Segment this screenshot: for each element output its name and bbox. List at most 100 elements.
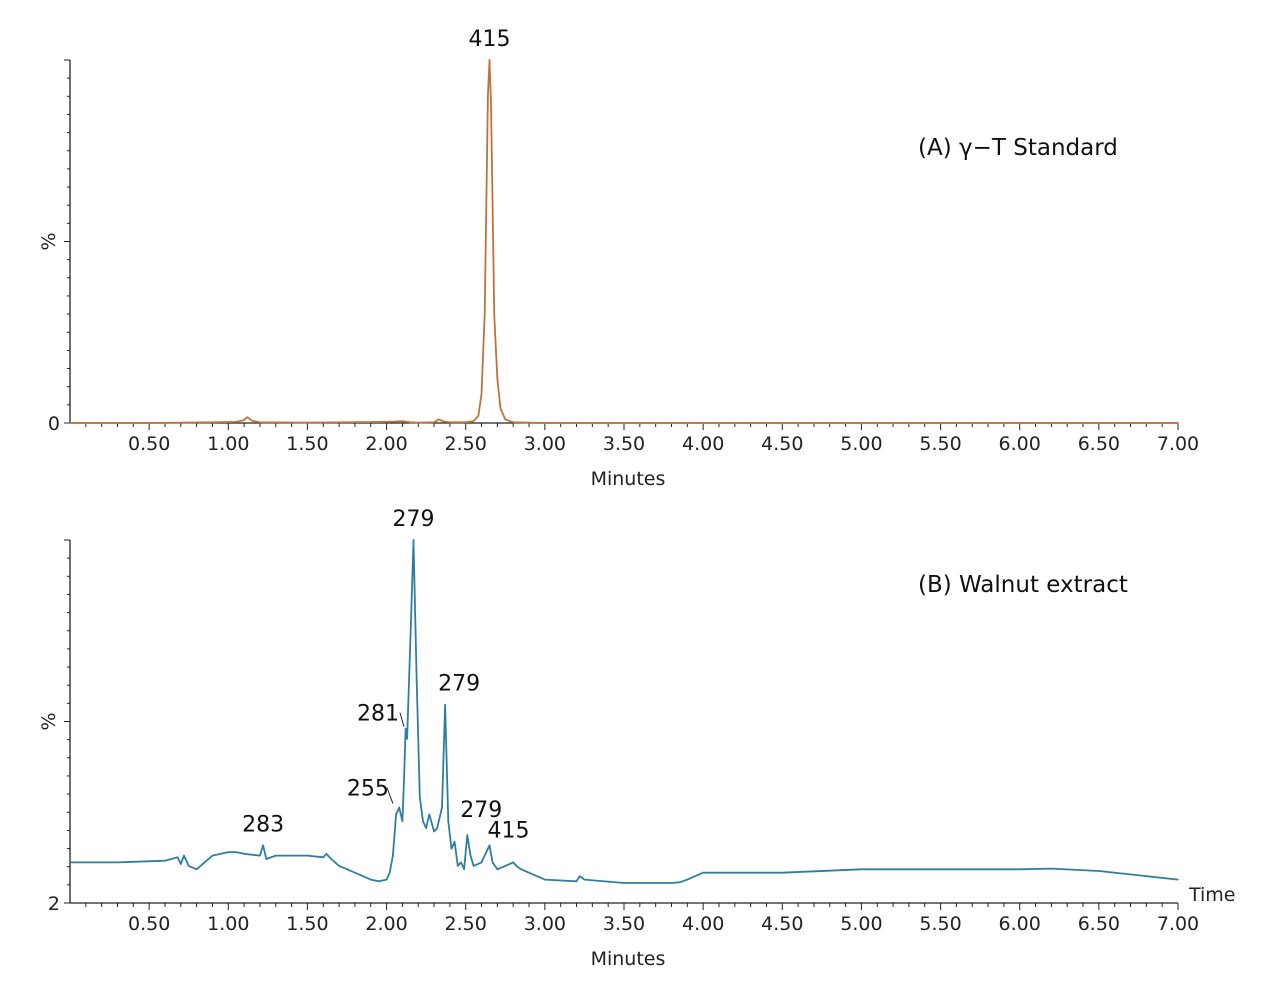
data-point [436,827,438,829]
data-point [428,813,430,816]
data-point [504,418,506,420]
data-point [164,860,166,862]
data-point [370,879,372,881]
data-point [438,418,440,420]
y-tick-label: 0 [48,413,60,435]
series-line [70,539,1179,884]
data-point [177,856,179,858]
x-tick-label: 4.00 [682,913,724,935]
data-point [251,420,253,422]
data-point [579,875,581,877]
data-point [515,865,518,867]
x-tick-label: 4.50 [761,913,803,935]
data-point [512,421,514,423]
data-point [493,313,495,315]
x-tick-label: 7.00 [1157,433,1199,455]
x-tick-label: 6.00 [999,433,1041,455]
y-axis-title: % [38,232,60,250]
data-point [499,407,502,410]
x-tick-label: 1.50 [286,433,328,455]
data-point [1019,422,1021,424]
data-point [490,103,492,105]
x-tick-label: 5.00 [840,433,882,455]
data-point [488,844,491,846]
data-point [262,844,264,846]
data-point [398,806,400,809]
data-point [496,868,498,870]
data-point [702,872,704,874]
data-point [148,422,150,424]
panel-a: 0.50 1.00 1.50 2.00 2.50 3.00 3.50 4.00 4.50 5.00… [38,27,1199,490]
data-point [492,861,494,864]
data-point [583,879,586,881]
data-point [259,421,261,423]
data-point [188,865,190,867]
data-point [227,851,229,853]
data-point [265,858,267,860]
data-point [306,855,308,857]
data-point [196,868,198,870]
data-point [211,855,214,857]
data-point [504,865,506,867]
y-axis-title: % [38,712,60,730]
data-point [463,868,465,870]
data-point [425,827,427,829]
data-point [469,855,472,857]
data-point [243,419,245,421]
x-tick-label: 1.50 [286,913,328,935]
data-point [1019,868,1021,870]
data-point [480,393,483,395]
x-tick-label: 2.00 [365,433,407,455]
data-point [702,422,704,424]
data-point [480,861,483,864]
panel-b: 0.50 1.00 1.50 2.00 2.50 3.00 3.50 4.00 4.50 5.00… [38,507,1236,970]
data-point [485,204,487,206]
data-point [401,820,403,822]
peak-leader [399,712,405,727]
x-tick-label: 0.50 [128,433,170,455]
data-point [465,421,467,423]
data-point [860,422,863,424]
data-point [460,861,462,864]
data-point [243,853,245,855]
data-point [686,879,688,881]
data-point [354,872,356,874]
data-point [116,861,119,864]
x-tick-label: 5.50 [919,913,961,935]
data-point [386,421,388,423]
data-point [444,704,446,706]
data-point [575,880,578,882]
data-point [443,420,445,423]
data-point [409,421,411,423]
data-point [473,865,475,867]
peak-label: 415 [487,818,529,843]
data-point [325,853,327,855]
data-point [1098,870,1100,872]
data-point [450,848,453,850]
data-point [860,868,863,870]
data-point [419,796,421,798]
data-point [670,882,673,884]
data-point [781,872,783,874]
data-point [392,855,394,857]
y-tick-label: 2 [48,893,60,915]
data-point [386,879,388,881]
data-point [496,378,498,380]
panel-title: (B) Walnut extract [918,572,1128,598]
data-point [422,820,424,822]
x-tick-label: 6.50 [1078,913,1120,935]
data-point [433,830,435,833]
peak-label: 281 [357,702,399,727]
x-axis-time-label: Time [1188,884,1236,906]
peak-leader [386,787,394,804]
data-point [322,856,324,858]
data-point [180,863,182,865]
data-point [235,851,237,853]
data-point [447,820,449,822]
data-point [389,872,391,874]
x-tick-label: 2.50 [445,913,487,935]
data-point [69,422,71,424]
series-line [70,59,1178,424]
x-tick-label: 2.00 [365,913,407,935]
x-tick-label: 6.50 [1078,433,1120,455]
